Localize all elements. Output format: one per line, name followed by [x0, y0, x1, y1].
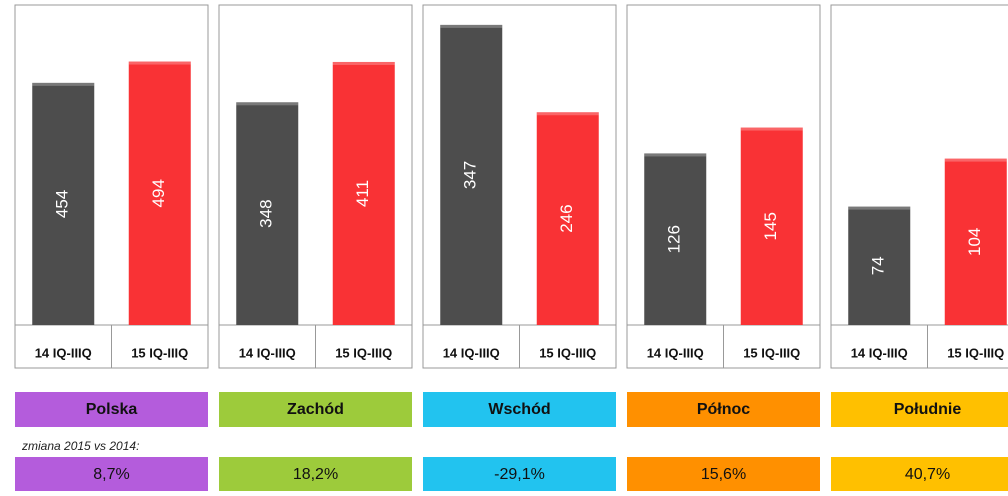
bar-highlight: [740, 127, 803, 131]
change-label: -29,1%: [494, 466, 545, 483]
x-tick-label: 15 IQ-IIIQ: [539, 345, 596, 360]
region-label: Północ: [697, 401, 750, 418]
value-label: 348: [257, 199, 276, 227]
bar: [848, 206, 911, 325]
bar-highlight: [944, 158, 1007, 162]
value-label: 145: [761, 212, 780, 240]
bar: [128, 61, 191, 326]
x-tick-label: 15 IQ-IIIQ: [743, 345, 800, 360]
region-box: [15, 392, 208, 427]
bar-highlight: [32, 82, 95, 86]
change-box: [423, 457, 616, 491]
bar-highlight: [236, 102, 299, 106]
region-box: [627, 392, 820, 427]
x-tick-label: 14 IQ-IIIQ: [851, 345, 908, 360]
change-box: [627, 457, 820, 491]
bar-highlight: [440, 24, 503, 28]
change-label: 15,6%: [701, 466, 746, 483]
value-label: 126: [665, 225, 684, 253]
bar: [332, 61, 395, 326]
bar-highlight: [536, 112, 599, 116]
change-box: [15, 457, 208, 491]
bar: [32, 82, 95, 325]
change-label: 8,7%: [93, 466, 129, 483]
x-tick-label: 14 IQ-IIIQ: [443, 345, 500, 360]
region-label: Południe: [894, 401, 962, 418]
bar: [236, 102, 299, 325]
x-tick-label: 14 IQ-IIIQ: [647, 345, 704, 360]
bar: [944, 158, 1007, 325]
change-box: [831, 457, 1008, 491]
value-label: 246: [557, 204, 576, 232]
x-tick-label: 15 IQ-IIIQ: [335, 345, 392, 360]
value-label: 347: [461, 161, 480, 189]
bar: [644, 153, 707, 325]
x-tick-label: 14 IQ-IIIQ: [35, 345, 92, 360]
note: zmiana 2015 vs 2014:: [21, 439, 139, 453]
change-label: 40,7%: [905, 466, 950, 483]
x-tick-label: 15 IQ-IIIQ: [947, 345, 1004, 360]
value-label: 494: [149, 179, 168, 207]
x-tick-label: 14 IQ-IIIQ: [239, 345, 296, 360]
region-label: Wschód: [488, 401, 550, 418]
bar-highlight: [848, 206, 911, 210]
bar: [440, 24, 503, 325]
region-box: [423, 392, 616, 427]
bar: [536, 112, 599, 325]
value-label: 411: [353, 180, 372, 207]
region-box: [831, 392, 1008, 427]
bar-highlight: [644, 153, 707, 157]
value-label: 454: [53, 190, 72, 218]
change-label: 18,2%: [293, 466, 338, 483]
bar: [740, 127, 803, 325]
region-label: Zachód: [287, 401, 344, 418]
value-label: 74: [869, 256, 888, 275]
region-label: Polska: [86, 401, 138, 418]
change-box: [219, 457, 412, 491]
value-label: 104: [965, 228, 984, 256]
x-tick-label: 15 IQ-IIIQ: [131, 345, 188, 360]
bar-highlight: [128, 61, 191, 65]
region-box: [219, 392, 412, 427]
bar-highlight: [332, 61, 395, 65]
